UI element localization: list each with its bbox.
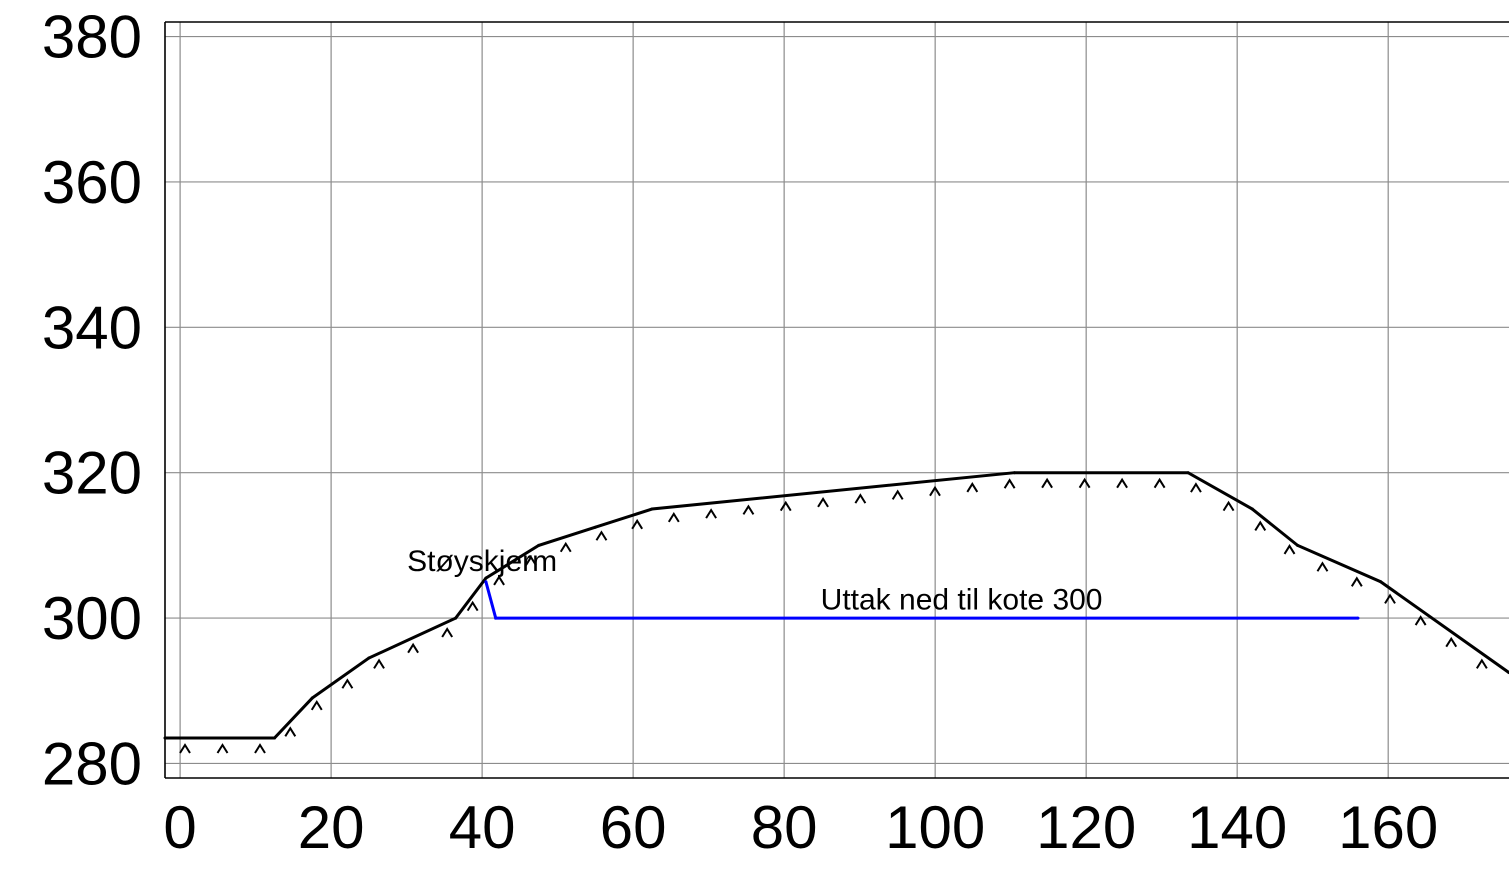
terrain-hatch-mark xyxy=(1255,522,1265,530)
terrain-hatch-mark xyxy=(285,728,295,736)
terrain-hatch-mark xyxy=(1117,480,1127,488)
terrain-hatch-mark xyxy=(781,503,791,511)
x-tick-label: 40 xyxy=(449,794,516,861)
terrain-hatch-mark xyxy=(967,484,977,492)
terrain-hatch-mark xyxy=(596,532,606,540)
terrain-point xyxy=(651,508,654,511)
annotation-label: Støyskjerm xyxy=(407,545,557,578)
terrain-hatch-mark xyxy=(743,506,753,514)
terrain-hatch-mark xyxy=(218,745,228,753)
terrain-hatch-mark xyxy=(1285,546,1295,554)
terrain-hatch-mark xyxy=(669,514,679,522)
terrain-hatch-mark xyxy=(180,745,190,753)
terrain-point xyxy=(1187,471,1190,474)
excavation-point xyxy=(494,617,497,620)
terrain-point xyxy=(367,657,370,660)
terrain-hatch-mark xyxy=(1191,484,1201,492)
terrain-hatch-mark xyxy=(855,495,865,503)
labels-layer: 0 20 40 60 80 100 120 140 160 280 300 320 340 360 380 S… xyxy=(42,4,1438,861)
y-tick-label: 320 xyxy=(42,440,142,507)
terrain-hatch-mark xyxy=(1385,595,1395,603)
x-tick-label: 140 xyxy=(1187,794,1287,861)
terrain-point xyxy=(454,617,457,620)
x-tick-label: 160 xyxy=(1338,794,1438,861)
x-tick-label: 0 xyxy=(163,794,196,861)
terrain-hatch-mark xyxy=(1224,503,1234,511)
terrain-hatch-mark xyxy=(706,510,716,518)
terrain-hatch-mark xyxy=(408,645,418,653)
terrain-hatch-mark xyxy=(1080,480,1090,488)
x-tick-label: 100 xyxy=(885,794,985,861)
annotation-label: Uttak ned til kote 300 xyxy=(821,583,1103,616)
y-tick-label: 380 xyxy=(42,4,142,71)
terrain-point xyxy=(1296,544,1299,547)
y-tick-label: 340 xyxy=(42,294,142,361)
x-tick-label: 20 xyxy=(298,794,365,861)
terrain-hatch-mark xyxy=(255,745,265,753)
y-tick-label: 280 xyxy=(42,730,142,797)
terrain-point xyxy=(1251,508,1254,511)
terrain-point xyxy=(1379,580,1382,583)
terrain-point xyxy=(1013,471,1016,474)
terrain-point xyxy=(594,526,597,529)
terrain-hatch-mark xyxy=(1446,639,1456,647)
terrain-hatch-mark xyxy=(561,544,571,552)
terrain-hatch-mark xyxy=(893,491,903,499)
terrain-point xyxy=(273,737,276,740)
terrain-hatch-mark xyxy=(1042,480,1052,488)
terrain-point xyxy=(311,697,314,700)
terrain-hatch-mark xyxy=(818,499,828,507)
terrain-hatch-mark xyxy=(468,603,478,611)
y-tick-label: 360 xyxy=(42,149,142,216)
y-tick-label: 300 xyxy=(42,585,142,652)
plot-frame xyxy=(165,22,1509,778)
x-tick-label: 60 xyxy=(600,794,667,861)
terrain-hatch-mark xyxy=(1352,578,1362,586)
x-tick-label: 80 xyxy=(751,794,818,861)
terrain-hatch-mark xyxy=(374,660,384,668)
terrain-point xyxy=(164,737,167,740)
x-tick-label: 120 xyxy=(1036,794,1136,861)
terrain-hatch-mark xyxy=(1477,660,1487,668)
terrain-hatch-mark xyxy=(442,629,452,637)
terrain-hatch-mark xyxy=(1317,563,1327,571)
terrain-hatch-mark xyxy=(342,680,352,688)
terrain-hatch-mark xyxy=(312,702,322,710)
terrain-hatch-mark xyxy=(1155,480,1165,488)
terrain-hatch-mark xyxy=(1005,480,1015,488)
terrain-hatch-mark xyxy=(494,577,504,585)
excavation-point xyxy=(484,580,487,583)
excavation-point xyxy=(1356,617,1359,620)
grid xyxy=(165,22,1509,778)
